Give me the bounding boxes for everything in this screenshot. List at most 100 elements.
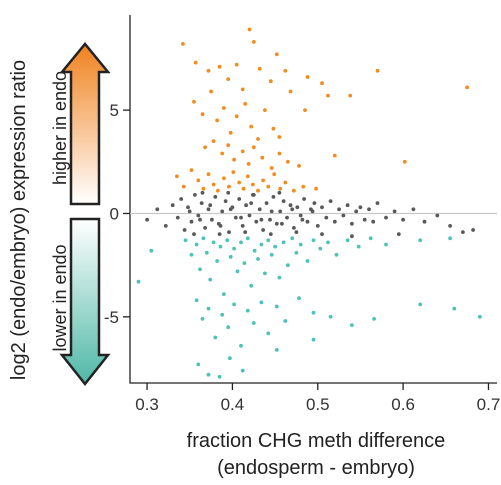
scatter-point [254, 219, 259, 224]
scatter-point [220, 312, 225, 317]
scatter-point [251, 182, 255, 187]
scatter-point [263, 108, 267, 112]
scatter-point [222, 176, 226, 181]
scatter-point [193, 193, 197, 197]
scatter-point [264, 201, 269, 206]
scatter-point [303, 108, 307, 112]
scatter-point [292, 188, 296, 193]
scatter-point [145, 217, 150, 222]
scatter-point [247, 27, 252, 32]
scatter-point [320, 205, 324, 210]
scatter-point [328, 314, 333, 319]
scatter-point [260, 155, 265, 160]
scatter-point [278, 186, 283, 191]
scatter-point [312, 201, 317, 206]
scatter-point [243, 102, 248, 106]
scatter-point [222, 292, 226, 296]
y-axis: 5 0 -5 [104, 101, 130, 327]
scatter-point [461, 230, 465, 235]
scatter-point [422, 219, 427, 224]
scatter-point [465, 85, 469, 90]
scatter-point [234, 62, 239, 67]
scatter-point [297, 164, 301, 168]
y-tick-label: 0 [110, 204, 119, 223]
scatter-point [384, 242, 388, 247]
scatter-point [245, 308, 250, 313]
scatter-point [199, 201, 204, 206]
scatter-point [218, 244, 223, 249]
scatter-point [362, 217, 367, 222]
scatter-point [237, 197, 242, 201]
scatter-point [354, 209, 359, 214]
y-tick-label: -5 [104, 308, 119, 327]
scatter-point [271, 126, 276, 131]
scatter-point [350, 234, 354, 239]
scatter-point [301, 184, 306, 189]
scatter-point [226, 77, 231, 81]
scatter-point [290, 207, 295, 212]
scatter-point [181, 42, 185, 46]
scatter-point [206, 172, 211, 177]
scatter-point [273, 244, 277, 249]
scatter-point [268, 217, 272, 222]
arrow-up-label: higher in endo [50, 71, 70, 185]
scatter-point [203, 226, 208, 230]
scatter-point [249, 201, 254, 206]
scatter-point [311, 337, 316, 342]
scatter-point [257, 207, 262, 212]
scatter-point [249, 283, 254, 288]
scatter-point [320, 232, 324, 237]
scatter-point [392, 209, 397, 214]
scatter-point [243, 230, 248, 235]
scatter-point [261, 228, 265, 232]
scatter-point [281, 199, 286, 204]
scatter-point [213, 335, 218, 340]
scatter-point [196, 213, 201, 218]
scatter-point [268, 232, 273, 237]
x-axis-label-line2: (endosperm - embryo) [217, 457, 415, 479]
scatter-point [295, 205, 300, 210]
scatter-point [196, 362, 201, 367]
scatter-point [200, 317, 205, 321]
scatter-point [217, 232, 222, 237]
scatter-point [368, 236, 373, 241]
scatter-point [411, 207, 416, 212]
scatter-point [233, 215, 238, 220]
scatter-point [277, 135, 282, 139]
scatter-point [277, 190, 282, 195]
scatter-point [367, 207, 371, 212]
scatter-point [223, 199, 228, 204]
scatter-point [305, 259, 310, 263]
arrow-down-shape [59, 217, 111, 387]
scatter-point [452, 306, 457, 311]
scatter-point [341, 213, 346, 218]
scatter-point [274, 348, 279, 352]
scatter-point [311, 238, 316, 243]
scatter-point [298, 242, 303, 247]
scatter-point [209, 89, 214, 94]
scatter-point [198, 217, 202, 222]
scatter-point [302, 197, 306, 201]
scatter-point [256, 257, 260, 261]
scatter-point [251, 321, 256, 325]
scatter-point [239, 215, 243, 220]
scatter-point [241, 186, 246, 191]
x-tick-label: 0.6 [391, 395, 415, 414]
scatter-point [290, 236, 295, 241]
scatter-point [200, 112, 205, 117]
scatter-point [206, 372, 211, 377]
scatter-point [249, 124, 254, 129]
scatter-point [358, 205, 363, 210]
scatter-point [418, 238, 423, 243]
scatter-point [235, 269, 240, 274]
scatter-point [208, 203, 213, 208]
scatter-point [194, 298, 199, 303]
scatter-point [211, 139, 216, 144]
scatter-point [259, 217, 264, 222]
scatter-point [136, 279, 141, 284]
scatter-point [222, 106, 226, 110]
scatter-point [201, 186, 206, 191]
scatter-point [200, 190, 205, 195]
scatter-point [189, 252, 194, 257]
